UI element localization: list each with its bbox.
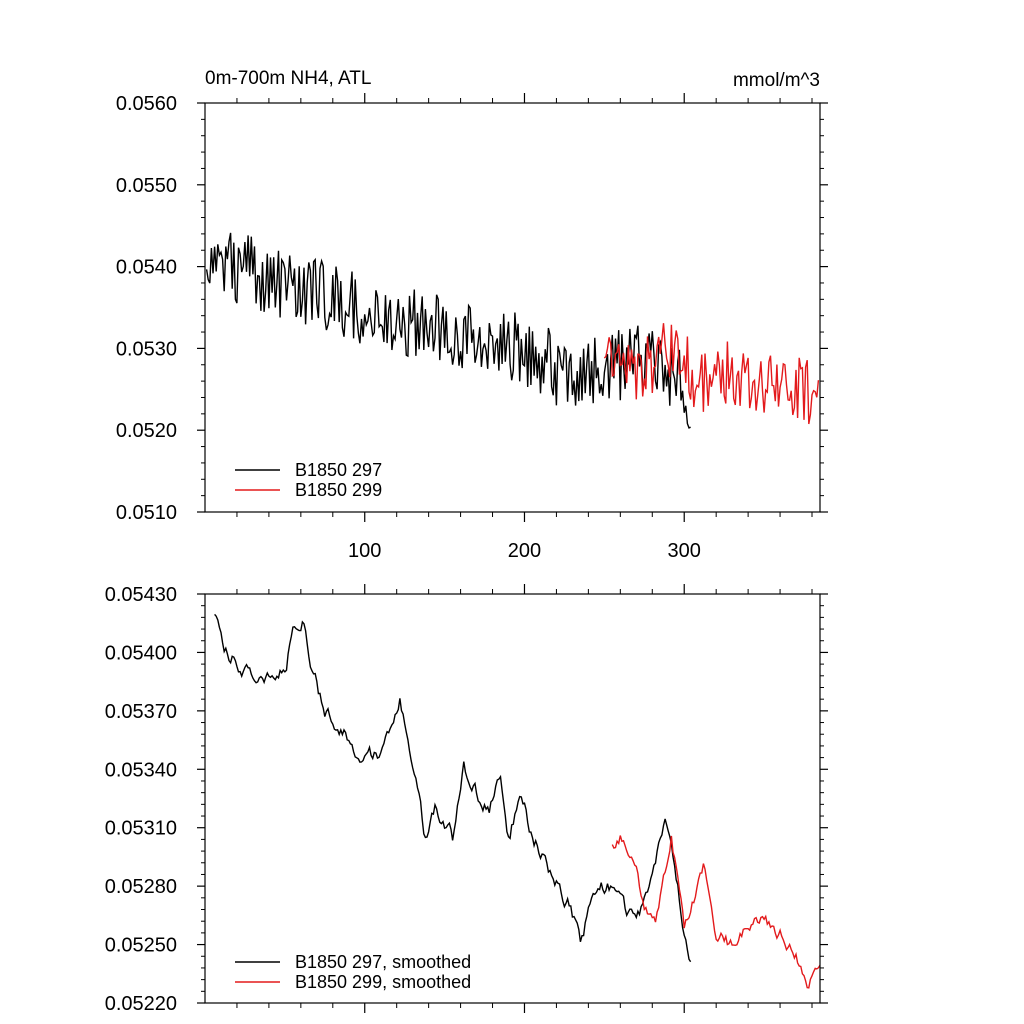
legend-label-1: B1850 299, smoothed: [295, 972, 471, 992]
y-tick-label: 0.05370: [105, 701, 177, 723]
y-tick-label: 0.0540: [116, 257, 177, 279]
top-chart-title: 0m-700m NH4, ATL: [205, 68, 371, 89]
x-tick-label: 200: [508, 540, 541, 562]
x-tick-label: 100: [348, 540, 381, 562]
top-chart-panel: 0m-700m NH4, ATL mmol/m^3 0.05100.05200.…: [116, 68, 828, 562]
top-axes: 0.0510 0.0520 0.0530 0.0540 0.0550 0.0560 100 2…: [116, 93, 828, 562]
series-line-1: [603, 323, 820, 425]
y-tick-label: 0.0550: [116, 175, 177, 197]
bottom-plot-area: [214, 613, 820, 989]
series-line-0: [214, 613, 692, 963]
plot-frame: [204, 593, 821, 1004]
y-tick-label: 0.0560: [116, 93, 177, 115]
y-tick-label: 0.05250: [105, 935, 177, 957]
legend-label-0: B1850 297: [295, 460, 382, 480]
legend-label-0: B1850 297, smoothed: [295, 952, 471, 972]
y-tick-label: 0.0530: [116, 338, 177, 360]
plot-frame: [204, 102, 821, 513]
y-tick-label: 0.0520: [116, 420, 177, 442]
top-chart-units: mmol/m^3: [733, 70, 820, 91]
x-tick-label: 300: [668, 540, 701, 562]
series-line-1: [611, 835, 820, 989]
y-tick-label: 0.05310: [105, 818, 177, 840]
y-tick-label: 0.05430: [105, 584, 177, 606]
top-plot-area: [205, 232, 820, 429]
y-tick-label: 0.0510: [116, 502, 177, 524]
y-tick-label: 0.05340: [105, 759, 177, 781]
legend-label-1: B1850 299: [295, 480, 382, 500]
bottom-chart-panel: 0.05220 0.05250 0.05280 0.05310 0.05340 0.053…: [105, 584, 828, 1015]
series-line-0: [205, 232, 691, 429]
y-tick-label: 0.05400: [105, 642, 177, 664]
y-tick-label: 0.05280: [105, 876, 177, 898]
y-tick-label: 0.05220: [105, 993, 177, 1015]
bottom-axes: 0.05220 0.05250 0.05280 0.05310 0.05340 0.053…: [105, 584, 828, 1015]
